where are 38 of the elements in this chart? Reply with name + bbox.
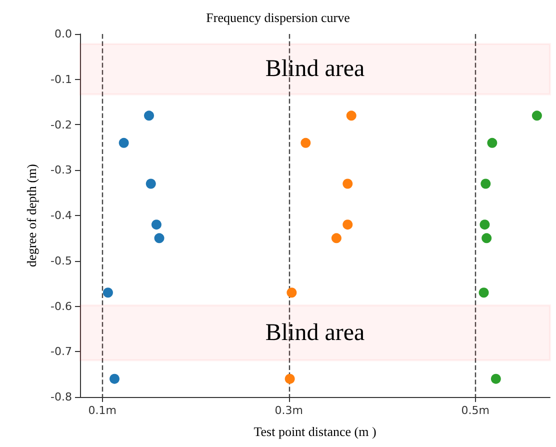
point [480,220,490,230]
x-tick-label: 0.3m [274,404,303,417]
point [151,220,162,230]
y-tick-label: -0.6 [50,300,72,313]
y-tick-label: 0.0 [54,28,72,40]
y-tick-label: -0.8 [50,390,72,404]
point [284,374,295,384]
point [482,233,492,244]
y-axis-title: degree of depth (m) [24,164,39,267]
point [144,110,154,121]
point [110,374,120,384]
point [154,233,164,244]
point [346,110,356,121]
point [478,288,489,298]
chart-title: Frequency dispersion curve [206,10,350,25]
point [118,138,129,148]
y-tick-label: -0.5 [50,254,72,268]
point [490,374,501,384]
y-tick-label: -0.3 [50,164,72,177]
point [286,288,297,298]
point [146,178,156,189]
y-tick-label: -0.2 [50,118,72,132]
x-axis-title: Test point distance (m ) [254,424,376,439]
x-tick-label: 0.5m [461,404,490,417]
y-tick-label: -0.4 [50,209,72,222]
point [102,288,113,298]
y-tick-label: -0.1 [50,72,72,86]
point [342,220,353,230]
point [487,138,498,148]
point [480,178,491,189]
band-label: Blind area [265,320,365,346]
x-tick-label: 0.1m [88,404,116,417]
point [331,233,342,244]
point [532,110,542,121]
point [342,178,353,189]
y-tick-label: -0.7 [50,345,72,358]
band-label: Blind area [265,56,365,82]
point [300,138,311,148]
